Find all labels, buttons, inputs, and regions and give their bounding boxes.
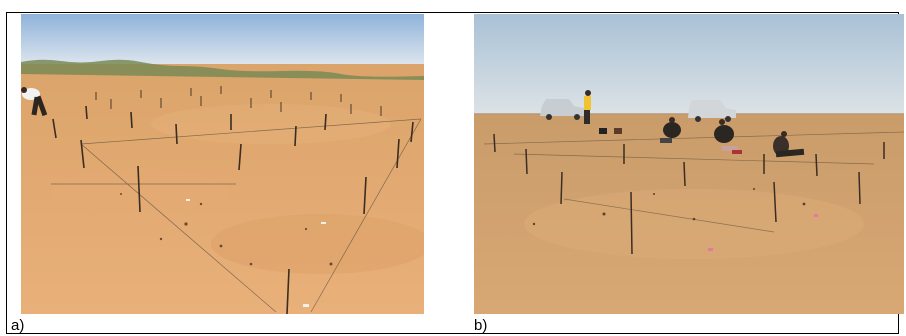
photo-panel-b bbox=[474, 14, 904, 314]
panel-label-b: b) bbox=[474, 317, 488, 334]
panel-label-a: a) bbox=[11, 317, 25, 334]
photo-panel-a bbox=[21, 14, 424, 314]
